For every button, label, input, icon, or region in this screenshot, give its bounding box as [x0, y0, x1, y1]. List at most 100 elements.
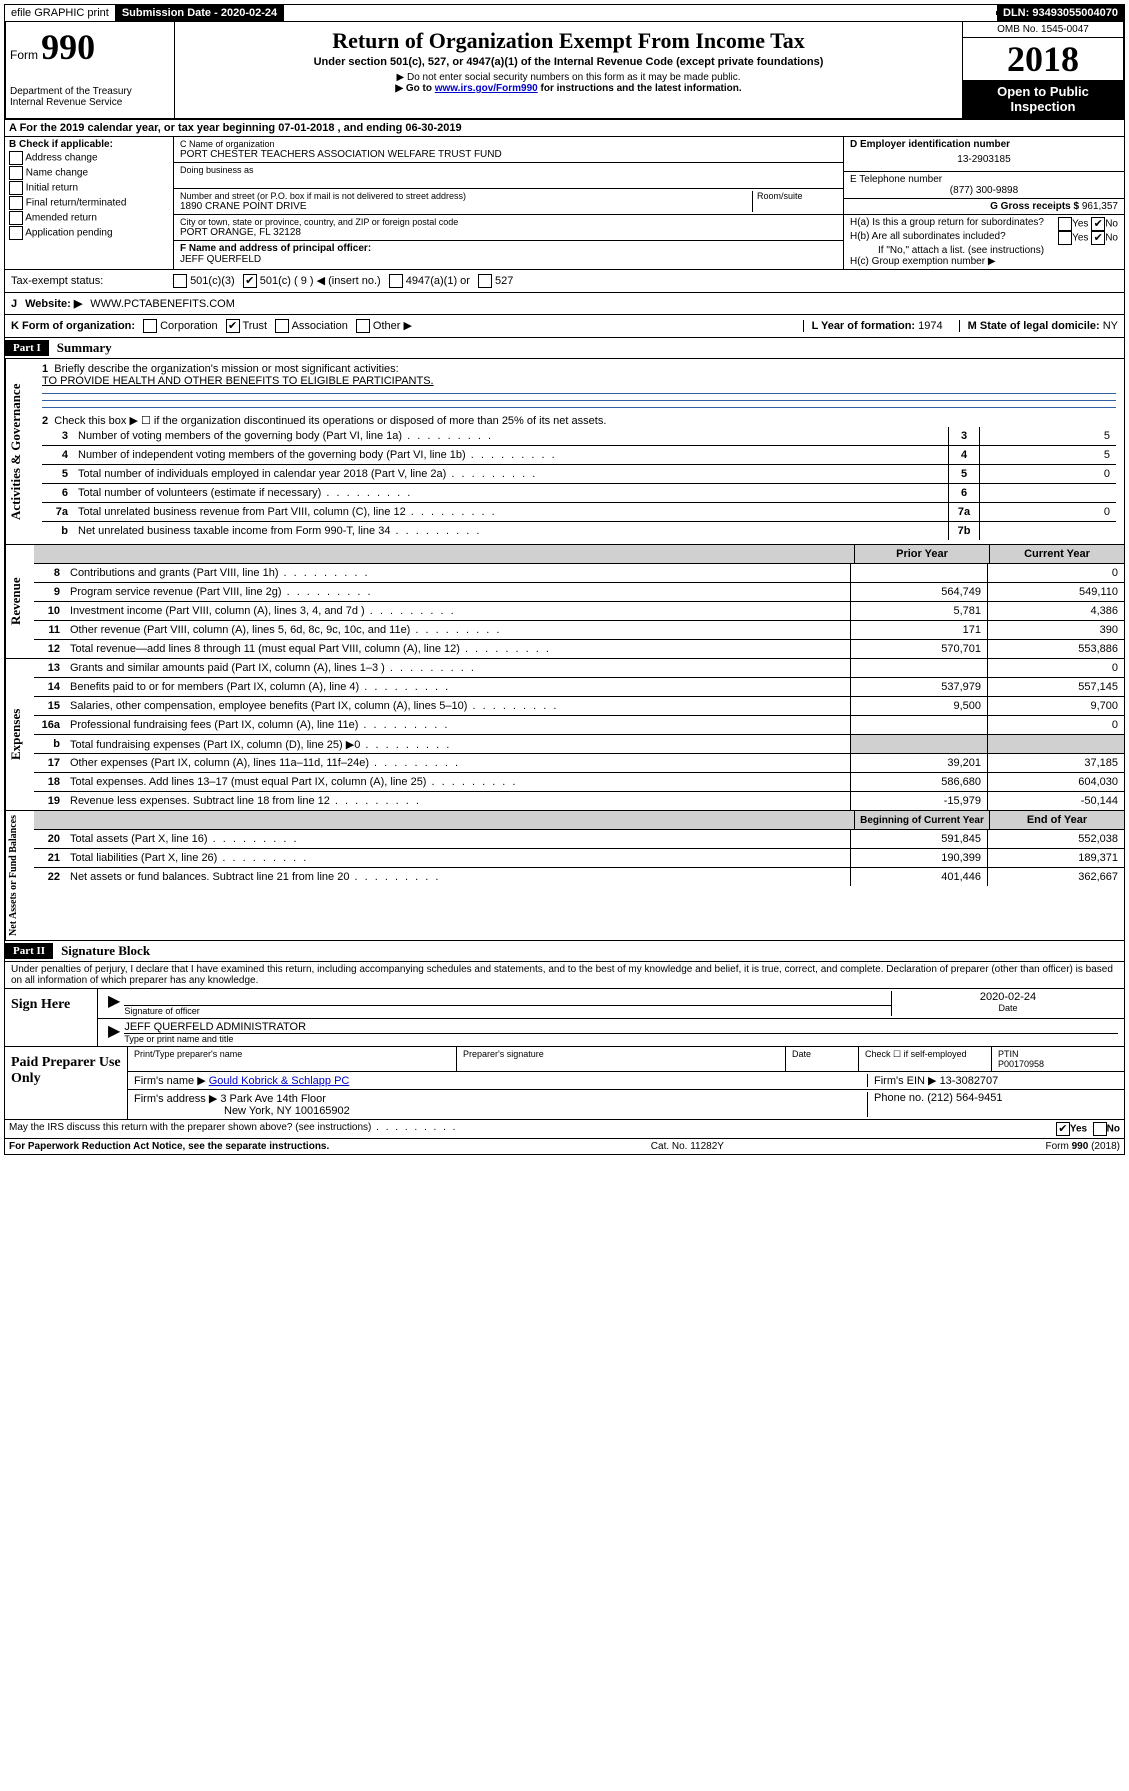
k-row: K Form of organization: Corporation ✔ Tr… [4, 315, 1125, 338]
firm-ein: 13-3082707 [940, 1075, 999, 1087]
officer-sig-line[interactable] [124, 991, 891, 1006]
self-emp-label[interactable]: Check ☐ if self-employed [859, 1047, 992, 1071]
data-row: 9Program service revenue (Part VIII, lin… [34, 583, 1124, 602]
org-name-label: C Name of organization [180, 139, 837, 149]
street-address: 1890 CRANE POINT DRIVE [180, 201, 752, 212]
opt-501c3[interactable]: 501(c)(3) [173, 274, 235, 288]
j-label: J [11, 298, 17, 310]
gross-value: 961,357 [1082, 201, 1118, 212]
data-row: bTotal fundraising expenses (Part IX, co… [34, 735, 1124, 754]
k-corp[interactable]: Corporation [143, 319, 218, 333]
arrow-icon: ▶ [104, 991, 124, 1016]
tax-exempt-row: Tax-exempt status: 501(c)(3) ✔ 501(c) ( … [4, 270, 1125, 293]
paperwork-notice: For Paperwork Reduction Act Notice, see … [9, 1141, 329, 1152]
ha-answer[interactable]: Yes ✔No [1058, 217, 1118, 231]
data-row: 19Revenue less expenses. Subtract line 1… [34, 792, 1124, 810]
opt-527[interactable]: 527 [478, 274, 513, 288]
data-row: 22Net assets or fund balances. Subtract … [34, 868, 1124, 886]
perjury-text: Under penalties of perjury, I declare th… [5, 962, 1124, 988]
cat-no: Cat. No. 11282Y [651, 1141, 724, 1152]
ha-label: H(a) Is this a group return for subordin… [850, 217, 1058, 231]
dln: DLN: 93493055004070 [997, 5, 1124, 21]
gov-row: 4Number of independent voting members of… [42, 446, 1116, 465]
cb-app-pending[interactable]: Application pending [9, 226, 169, 240]
cb-amended[interactable]: Amended return [9, 211, 169, 225]
open-public-badge: Open to Public Inspection [963, 80, 1123, 118]
cb-initial-return[interactable]: Initial return [9, 181, 169, 195]
form-title: Return of Organization Exempt From Incom… [179, 28, 958, 54]
sign-here-label: Sign Here [5, 989, 97, 1046]
mission-text: TO PROVIDE HEALTH AND OTHER BENEFITS TO … [42, 375, 1116, 387]
ssn-warning: ▶ Do not enter social security numbers o… [179, 72, 958, 83]
part1-header: Part I Summary [4, 338, 1125, 359]
data-row: 17Other expenses (Part IX, column (A), l… [34, 754, 1124, 773]
firm-name-label: Firm's name ▶ [134, 1075, 209, 1087]
col-c-org: C Name of organization PORT CHESTER TEAC… [174, 137, 843, 269]
cb-final-return[interactable]: Final return/terminated [9, 196, 169, 210]
city-state-zip: PORT ORANGE, FL 32128 [180, 227, 837, 238]
cb-address-change[interactable]: Address change [9, 151, 169, 165]
firm-addr: 3 Park Ave 14th Floor [220, 1093, 326, 1105]
expenses-section: Expenses 13Grants and similar amounts pa… [4, 659, 1125, 811]
part1-title: Summary [49, 338, 120, 358]
l-year: L Year of formation: 1974 [803, 320, 951, 332]
netassets-vlabel: Net Assets or Fund Balances [5, 811, 34, 940]
opt-4947[interactable]: 4947(a)(1) or [389, 274, 470, 288]
discuss-row: May the IRS discuss this return with the… [4, 1120, 1125, 1139]
end-year-hdr: End of Year [989, 811, 1124, 829]
k-trust[interactable]: ✔ Trust [226, 319, 268, 333]
m-state: M State of legal domicile: NY [959, 320, 1118, 332]
hb-answer[interactable]: Yes ✔No [1058, 231, 1118, 245]
k-other[interactable]: Other ▶ [356, 319, 412, 333]
data-row: 10Investment income (Part VIII, column (… [34, 602, 1124, 621]
gov-row: 5Total number of individuals employed in… [42, 465, 1116, 484]
arrow-icon: ▶ [104, 1021, 124, 1044]
discuss-answer[interactable]: ✔Yes No [1056, 1122, 1120, 1136]
phone-label: E Telephone number [850, 174, 1118, 185]
signature-block: Under penalties of perjury, I declare th… [4, 962, 1125, 1120]
ein-label: D Employer identification number [850, 139, 1118, 150]
website-url[interactable]: WWW.PCTABENEFITS.COM [90, 298, 235, 310]
firm-name[interactable]: Gould Kobrick & Schlapp PC [209, 1075, 350, 1087]
revenue-section: Revenue Prior Year Current Year 8Contrib… [4, 545, 1125, 659]
form-header: Form 990 Department of the Treasury Inte… [4, 22, 1125, 120]
org-name: PORT CHESTER TEACHERS ASSOCIATION WELFAR… [180, 149, 837, 160]
firm-phone: (212) 564-9451 [927, 1092, 1002, 1104]
prep-sig-label: Preparer's signature [457, 1047, 786, 1071]
phone-value: (877) 300-9898 [850, 185, 1118, 196]
data-row: 18Total expenses. Add lines 13–17 (must … [34, 773, 1124, 792]
opt-501c[interactable]: ✔ 501(c) ( 9 ) ◀ (insert no.) [243, 274, 381, 288]
firm-ein-label: Firm's EIN ▶ [874, 1075, 940, 1087]
begin-year-hdr: Beginning of Current Year [854, 811, 989, 829]
sig-date-label: Date [898, 1003, 1118, 1013]
efile-link[interactable]: efile GRAPHIC print [5, 5, 116, 21]
cb-name-change[interactable]: Name change [9, 166, 169, 180]
data-row: 15Salaries, other compensation, employee… [34, 697, 1124, 716]
room-label: Room/suite [757, 191, 837, 201]
part1-badge: Part I [5, 340, 49, 356]
firm-addr-label: Firm's address ▶ [134, 1093, 220, 1105]
k-assoc[interactable]: Association [275, 319, 348, 333]
part2-badge: Part II [5, 943, 53, 959]
revenue-vlabel: Revenue [5, 545, 34, 658]
data-row: 14Benefits paid to or for members (Part … [34, 678, 1124, 697]
hb-note: If "No," attach a list. (see instruction… [850, 245, 1118, 256]
type-name-label: Type or print name and title [124, 1034, 1118, 1044]
form-prefix: Form [10, 48, 38, 62]
tax-year: 2018 [963, 38, 1123, 80]
irs-link[interactable]: www.irs.gov/Form990 [435, 83, 538, 94]
k-label: K Form of organization: [11, 320, 135, 332]
section-a-tax-year: A For the 2019 calendar year, or tax yea… [4, 120, 1125, 137]
officer-printed-name: JEFF QUERFELD ADMINISTRATOR [124, 1021, 1118, 1034]
part2-title: Signature Block [53, 941, 158, 961]
website-row: J Website: ▶ WWW.PCTABENEFITS.COM [4, 293, 1125, 315]
top-bar: efile GRAPHIC print Submission Date - 20… [4, 4, 1125, 22]
year-header-row: Prior Year Current Year [34, 545, 1124, 564]
tax-exempt-label: Tax-exempt status: [11, 275, 165, 287]
city-label: City or town, state or province, country… [180, 217, 837, 227]
paid-preparer-label: Paid Preparer Use Only [5, 1047, 127, 1119]
entity-info: B Check if applicable: Address change Na… [4, 137, 1125, 270]
data-row: 20Total assets (Part X, line 16)591,8455… [34, 830, 1124, 849]
prep-date-label: Date [786, 1047, 859, 1071]
discuss-label: May the IRS discuss this return with the… [9, 1122, 371, 1133]
